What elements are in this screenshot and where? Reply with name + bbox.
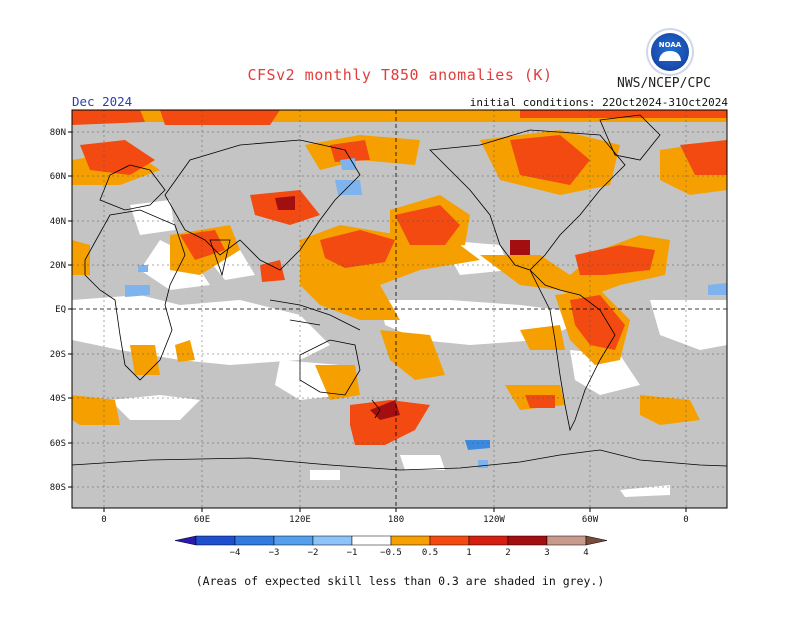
lon-label: 60E bbox=[194, 515, 210, 525]
colorbar-label: −0.5 bbox=[380, 548, 402, 558]
lat-label: 20S bbox=[50, 350, 66, 360]
colorbar-label: 1 bbox=[466, 548, 471, 558]
lat-label: 80N bbox=[50, 128, 66, 138]
colorbar-swatch bbox=[234, 535, 275, 546]
noaa-bird-icon bbox=[659, 51, 681, 61]
lat-label: EQ bbox=[55, 305, 66, 315]
lat-label: 40S bbox=[50, 394, 66, 404]
colorbar-arrow-left bbox=[174, 535, 197, 546]
noaa-logo-text: NOAA bbox=[658, 41, 682, 49]
anomaly-2-to-3 bbox=[275, 196, 530, 420]
initial-conditions: initial conditions: 22Oct2024-31Oct2024 bbox=[469, 96, 728, 109]
colorbar-swatch bbox=[507, 535, 548, 546]
colorbar-label: −3 bbox=[269, 548, 280, 558]
lat-label: 40N bbox=[50, 217, 66, 227]
longitude-labels: 0 60E 120E 180 120W 60W 0 bbox=[101, 508, 689, 525]
colorbar-arrow-right bbox=[585, 535, 608, 546]
colorbar-label: −1 bbox=[347, 548, 358, 558]
lon-label: 120W bbox=[483, 515, 505, 525]
colorbar-swatch bbox=[195, 535, 236, 546]
chart-title: CFSv2 monthly T850 anomalies (K) bbox=[247, 66, 553, 84]
colorbar-label: 3 bbox=[544, 548, 549, 558]
latitude-labels: 80N 60N 40N 20N EQ 20S 40S 60S 80S bbox=[50, 128, 72, 493]
negative-anomalies bbox=[125, 158, 727, 468]
colorbar-swatch bbox=[390, 535, 431, 546]
agency-label: NWS/NCEP/CPC bbox=[617, 76, 711, 91]
colorbar-swatch bbox=[468, 535, 509, 546]
lon-label: 180 bbox=[388, 515, 404, 525]
lat-label: 80S bbox=[50, 483, 66, 493]
colorbar: −4 −3 −2 −1 −0.5 0.5 1 2 3 4 bbox=[174, 535, 608, 558]
colorbar-label: 0.5 bbox=[422, 548, 438, 558]
footnote: (Areas of expected skill less than 0.3 a… bbox=[195, 574, 605, 588]
lon-label: 0 bbox=[101, 515, 106, 525]
forecast-period: Dec 2024 bbox=[72, 94, 133, 109]
colorbar-label: −4 bbox=[230, 548, 241, 558]
lat-label: 60S bbox=[50, 439, 66, 449]
colorbar-label: 4 bbox=[583, 548, 588, 558]
colorbar-swatch bbox=[351, 535, 392, 546]
lon-label: 120E bbox=[289, 515, 311, 525]
graticule bbox=[72, 110, 727, 508]
lat-label: 60N bbox=[50, 172, 66, 182]
coastlines bbox=[72, 114, 727, 471]
noaa-logo: NOAA bbox=[651, 33, 689, 71]
colorbar-label: 2 bbox=[505, 548, 510, 558]
lon-label: 60W bbox=[582, 515, 599, 525]
colorbar-swatch bbox=[312, 535, 353, 546]
lon-label: 0 bbox=[683, 515, 688, 525]
colorbar-swatch bbox=[273, 535, 314, 546]
colorbar-swatch bbox=[546, 535, 587, 546]
colorbar-label: −2 bbox=[308, 548, 319, 558]
colorbar-swatch bbox=[429, 535, 470, 546]
anomaly-1-to-2 bbox=[72, 110, 727, 445]
lat-label: 20N bbox=[50, 261, 66, 271]
